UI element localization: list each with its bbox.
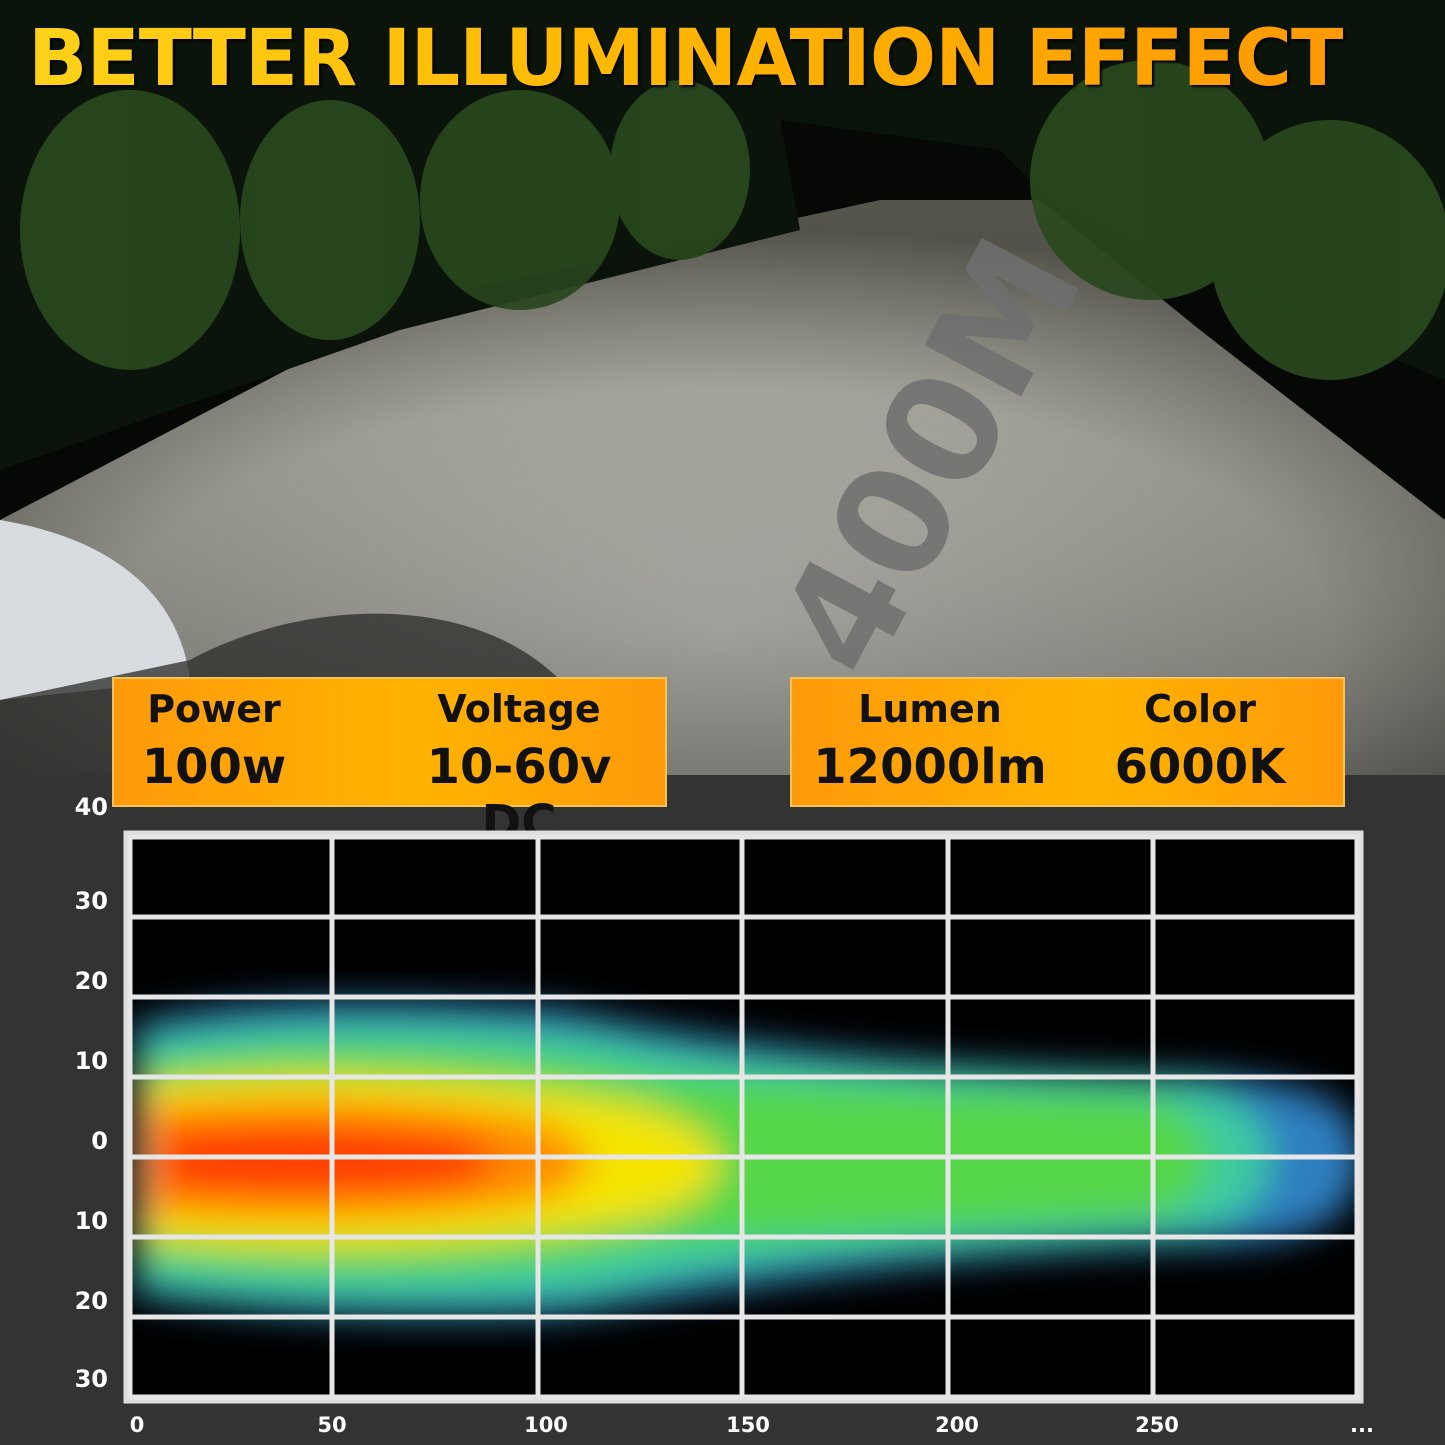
beam-band-red <box>160 1124 495 1196</box>
x-tick-label: 250 <box>1135 1413 1179 1437</box>
y-tick-label: 30 <box>74 887 108 915</box>
spec-label: Power <box>147 687 281 731</box>
y-tick-label: 0 <box>91 1127 108 1155</box>
spec-value: 12000lm <box>813 739 1047 795</box>
beam-pattern-svg <box>123 830 1364 1404</box>
spec-value: 6000K <box>1114 739 1286 795</box>
headline: BETTER ILLUMINATION EFFECT <box>28 14 1344 104</box>
spec-label: Voltage <box>437 687 601 731</box>
y-tick-label: 30 <box>74 1365 108 1393</box>
night-road-photo: 400M BETTER ILLUMINATION EFFECT <box>0 0 1445 775</box>
spec-power: Power 100w <box>84 687 344 795</box>
x-tick-label: 50 <box>317 1413 347 1437</box>
y-tick-label: 10 <box>74 1207 108 1235</box>
spec-box-lumen-color: Lumen 12000lm Color 6000K <box>790 677 1345 807</box>
spec-value: 100w <box>141 739 287 795</box>
y-tick-label: 40 <box>74 793 108 821</box>
road-scene <box>0 0 1445 775</box>
spec-color: Color 6000K <box>1070 687 1330 795</box>
y-tick-label: 10 <box>74 1047 108 1075</box>
y-tick-label: 20 <box>74 967 108 995</box>
x-tick-label: 200 <box>935 1413 979 1437</box>
x-tick-label: ... <box>1350 1413 1374 1437</box>
spec-voltage: Voltage 10-60v DC <box>389 687 649 851</box>
spec-label: Color <box>1144 687 1256 731</box>
grid <box>127 834 1360 1400</box>
y-tick-label: 20 <box>74 1287 108 1315</box>
x-tick-label: 150 <box>726 1413 770 1437</box>
spec-box-power-voltage: Power 100w Voltage 10-60v DC <box>112 677 667 851</box>
x-tick-label: 0 <box>129 1413 145 1437</box>
spec-label: Lumen <box>858 687 1002 731</box>
x-tick-label: 100 <box>524 1413 568 1437</box>
spec-lumen: Lumen 12000lm <box>800 687 1060 795</box>
beam-pattern-chart: 40 30 20 10 0 10 20 30 0 50 100 150 200 250... <box>0 775 1445 1445</box>
